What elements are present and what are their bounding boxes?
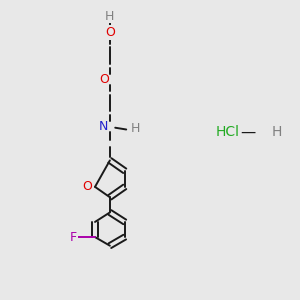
Text: HCl: HCl [215, 125, 239, 139]
Text: —: — [241, 125, 256, 140]
Text: O: O [82, 180, 92, 194]
Text: N: N [99, 120, 109, 133]
Text: F: F [70, 231, 77, 244]
Text: H: H [130, 122, 140, 135]
Text: H: H [272, 125, 282, 139]
Text: H: H [104, 10, 114, 23]
Text: O: O [105, 26, 115, 39]
Text: O: O [99, 73, 109, 86]
